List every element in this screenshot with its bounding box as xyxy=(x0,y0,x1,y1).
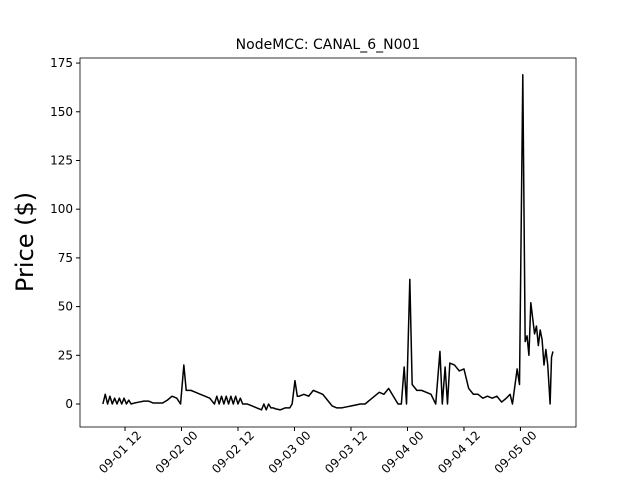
y-tick-label: 175 xyxy=(50,56,73,70)
y-tick-label: 50 xyxy=(58,300,73,314)
y-tick-label: 150 xyxy=(50,105,73,119)
y-tick-label: 25 xyxy=(58,348,73,362)
y-tick-label: 100 xyxy=(50,202,73,216)
chart-title: NodeMCC: CANAL_6_N001 xyxy=(236,37,421,53)
y-axis-label: Price ($) xyxy=(11,192,39,292)
line-series xyxy=(102,74,554,411)
y-tick-label: 75 xyxy=(58,251,73,265)
plot-frame xyxy=(79,57,577,428)
y-tick-label: 125 xyxy=(50,153,73,167)
y-tick-label: 0 xyxy=(65,397,73,411)
